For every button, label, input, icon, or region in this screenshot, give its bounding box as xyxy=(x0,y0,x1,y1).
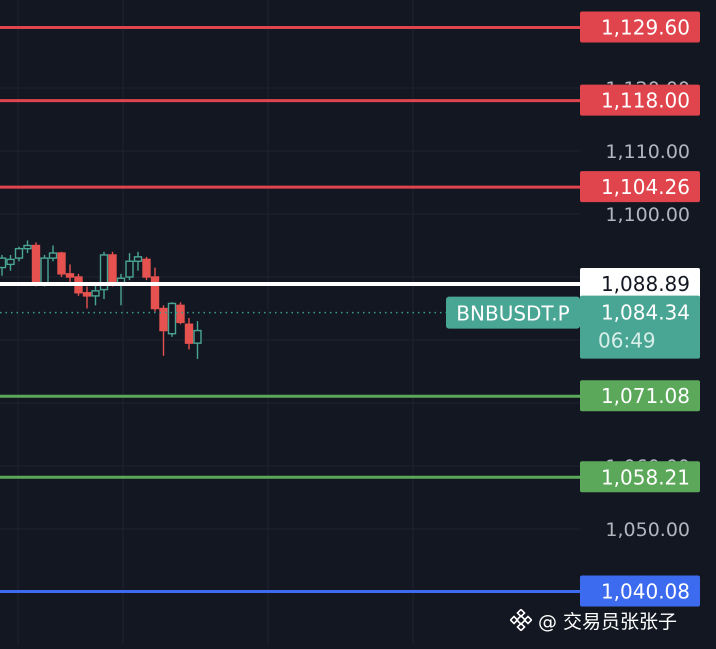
y-axis-tick-label: 1,050.00 xyxy=(605,519,690,541)
candle-body xyxy=(142,258,151,278)
price-tag xyxy=(580,84,700,116)
price-tag xyxy=(580,575,700,607)
candle-body xyxy=(48,252,58,259)
candle-body xyxy=(82,292,92,297)
price-tag xyxy=(580,11,700,43)
price-tag-label: 1,071.08 xyxy=(601,384,690,408)
candle-body xyxy=(150,276,160,310)
price-tag-label: 1,104.26 xyxy=(601,175,690,199)
price-tag-label: 1,118.00 xyxy=(601,89,690,113)
watermark-text: @ 交易员张张子 xyxy=(538,610,678,633)
candle-body xyxy=(23,244,32,250)
last-price-box xyxy=(580,295,700,359)
symbol-tag[interactable] xyxy=(446,296,580,329)
candle-body xyxy=(108,254,117,284)
candle-body xyxy=(6,258,15,266)
candle-body xyxy=(176,304,185,324)
candle-body xyxy=(167,302,177,335)
price-tag-label: 1,129.60 xyxy=(601,16,690,40)
candle-body xyxy=(184,323,194,344)
y-axis-tick-label: 1,110.00 xyxy=(605,141,690,163)
price-tag xyxy=(580,267,700,299)
candle-body xyxy=(91,290,100,297)
price-tag-label: 1,058.21 xyxy=(601,465,690,489)
last-price-label: 1,084.34 xyxy=(601,301,690,325)
candle-body xyxy=(65,273,75,278)
y-axis-tick-label: 1,100.00 xyxy=(605,204,690,226)
candle-body xyxy=(31,244,41,284)
binance-logo-icon xyxy=(510,609,532,631)
candle-body xyxy=(0,257,7,269)
watermark: @ 交易员张张子 xyxy=(510,606,677,634)
price-tag-label: 1,088.89 xyxy=(601,272,690,296)
candle-body xyxy=(159,307,168,332)
price-tag xyxy=(580,380,700,412)
price-tag xyxy=(580,461,700,493)
candle-body xyxy=(99,254,109,291)
candle-body xyxy=(57,252,66,275)
candle-body xyxy=(193,329,202,344)
symbol-label: BNBUSDT.P xyxy=(456,302,569,326)
price-tag-label: 1,040.08 xyxy=(601,579,690,603)
price-tag xyxy=(580,171,700,203)
candle-body xyxy=(14,247,24,259)
candle-body xyxy=(133,256,143,262)
countdown-label: 06:49 xyxy=(598,329,656,353)
candle-body xyxy=(40,257,49,285)
candle-body xyxy=(125,260,134,278)
